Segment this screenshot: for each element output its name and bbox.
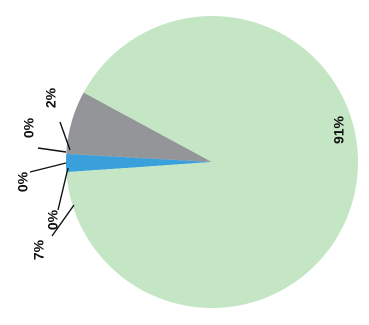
leader-line-4 — [57, 167, 69, 211]
slice-label-4: 0% — [45, 209, 61, 230]
leader-line-1 — [59, 121, 71, 151]
slice-label-0: 91% — [331, 115, 347, 144]
pie-slice-1 — [65, 153, 212, 173]
leader-line-2 — [37, 147, 67, 153]
leader-line-5 — [51, 204, 75, 237]
slice-label-2: 0% — [21, 117, 37, 138]
leader-line-3 — [29, 162, 67, 173]
slice-label-5: 7% — [31, 239, 47, 260]
pie-slice-0 — [66, 16, 358, 308]
slice-label-1: 2% — [43, 87, 59, 108]
slice-label-3: 0% — [15, 171, 31, 192]
pie-slice-5 — [66, 92, 212, 162]
